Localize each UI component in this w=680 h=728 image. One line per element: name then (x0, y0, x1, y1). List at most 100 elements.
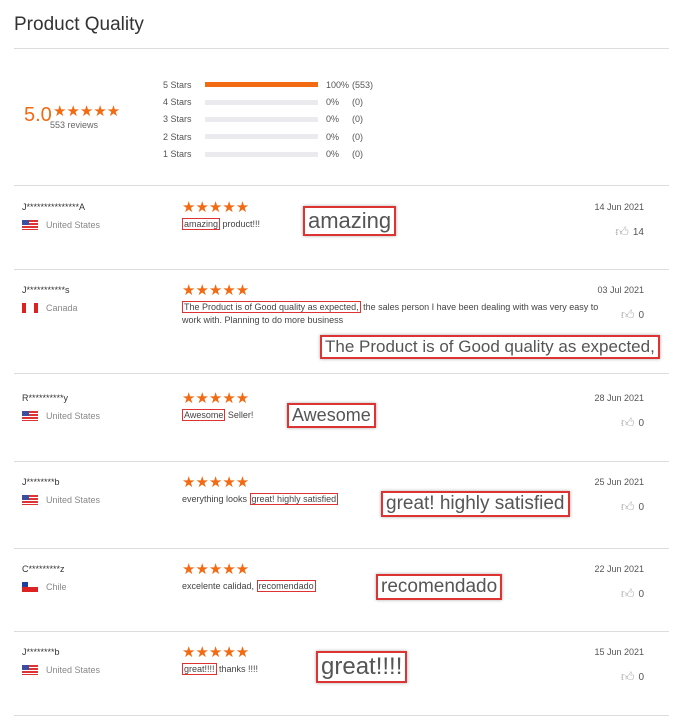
star-label: 1 Stars (163, 149, 192, 160)
flag-icon (22, 582, 38, 592)
review-date: 14 Jun 2021 (594, 202, 644, 212)
distribution-bar (205, 82, 318, 88)
review-date: 28 Jun 2021 (594, 393, 644, 403)
country-name: United States (46, 495, 101, 505)
highlight-callout: great!!!! (316, 651, 408, 683)
count: (0) (352, 97, 363, 108)
review-text-rest: the sales person I have been dealing wit… (182, 302, 599, 325)
highlighted-phrase: great!!!! (182, 663, 217, 675)
thumbs-up-icon: 👍︎ (620, 669, 635, 684)
count: (0) (352, 149, 363, 160)
reviewer-name: J********b (22, 477, 60, 487)
like-button[interactable]: 👍︎ 14 (615, 224, 644, 240)
like-count: 0 (638, 417, 644, 429)
highlighted-phrase: amazing (182, 218, 221, 230)
like-button[interactable]: 👍︎ 0 (621, 669, 644, 685)
like-button[interactable]: 👍︎ 0 (621, 499, 644, 515)
country-name: United States (46, 411, 101, 421)
highlight-callout: Awesome (287, 403, 376, 428)
divider (14, 548, 669, 549)
reviewer-name: J********b (22, 647, 60, 657)
star-rating-icon: ★★★★★ (182, 561, 250, 578)
star-rating-icon: ★★★★★ (182, 644, 250, 661)
distribution-bar (205, 99, 318, 105)
flag-icon (22, 303, 38, 313)
reviewer-name: J***************A (22, 202, 86, 212)
divider (14, 373, 669, 374)
percent: 0% (326, 149, 340, 160)
reviewer-country: United States (22, 495, 100, 505)
distribution-bar-fill (205, 82, 318, 88)
review-text: amazing product!!! (182, 218, 602, 231)
reviewer-name: J***********s (22, 285, 70, 295)
star-rating-icon: ★★★★★ (182, 199, 250, 216)
star-rating-icon: ★★★★★ (53, 103, 121, 120)
like-count: 14 (632, 226, 644, 238)
reviewer-name: R**********y (22, 393, 69, 403)
review-text: The Product is of Good quality as expect… (182, 301, 602, 327)
distribution-bar (205, 134, 318, 140)
star-label: 5 Stars (163, 79, 192, 90)
distribution-row[interactable]: 5 Stars 100% (553) (163, 76, 373, 93)
thumbs-up-icon: 👍︎ (620, 415, 635, 430)
highlight-callout: great! highly satisfied (381, 491, 570, 517)
star-rating-icon: ★★★★★ (182, 474, 250, 491)
like-button[interactable]: 👍︎ 0 (621, 415, 644, 431)
thumbs-up-icon: 👍︎ (615, 224, 629, 239)
star-rating-icon: ★★★★★ (182, 282, 250, 299)
flag-icon (22, 220, 38, 230)
page-title: Product Quality (14, 14, 144, 35)
distribution-bar (205, 151, 318, 157)
count: (553) (352, 79, 374, 90)
reviewer-country: Chile (22, 582, 67, 592)
review-text-prefix: excelente calidad, (182, 581, 257, 591)
country-name: Chile (46, 582, 67, 592)
divider (14, 715, 669, 716)
reviewer-country: United States (22, 411, 100, 421)
reviewer-country: United States (22, 665, 100, 675)
like-count: 0 (638, 671, 644, 683)
review-text: excelente calidad, recomendado (182, 580, 602, 593)
review-date: 03 Jul 2021 (597, 285, 644, 295)
review-text: great!!!! thanks !!!! (182, 663, 602, 676)
distribution-row[interactable]: 4 Stars 0% (0) (163, 93, 373, 110)
review-text: Awesome Seller! (182, 409, 602, 422)
thumbs-up-icon: 👍︎ (620, 586, 635, 601)
country-name: United States (46, 665, 101, 675)
reviewer-country: United States (22, 220, 100, 230)
like-button[interactable]: 👍︎ 0 (621, 307, 644, 323)
country-name: Canada (46, 303, 78, 313)
review-item: J***********s Canada ★★★★★ The Product i… (0, 269, 680, 373)
distribution-row[interactable]: 3 Stars 0% (0) (163, 111, 373, 128)
highlight-callout: amazing (303, 206, 397, 236)
star-label: 4 Stars (163, 97, 192, 108)
star-label: 3 Stars (163, 114, 192, 125)
review-item: J********b United States ★★★★★ everythin… (0, 461, 680, 548)
country-name: United States (46, 220, 101, 230)
average-rating: 5.0 (24, 104, 52, 126)
thumbs-up-icon: 👍︎ (620, 307, 635, 322)
thumbs-up-icon: 👍︎ (620, 499, 635, 514)
highlighted-phrase: Awesome (182, 409, 226, 421)
like-button[interactable]: 👍︎ 0 (621, 586, 644, 602)
divider (14, 269, 669, 270)
count: (0) (352, 114, 363, 125)
divider (14, 461, 669, 462)
star-rating-icon: ★★★★★ (182, 390, 250, 407)
reviewer-name: C*********z (22, 564, 65, 574)
highlighted-phrase: great! highly satisfied (249, 493, 339, 505)
divider (14, 185, 669, 186)
count: (0) (352, 131, 363, 142)
divider (14, 631, 669, 632)
highlighted-phrase: The Product is of Good quality as expect… (182, 301, 361, 313)
review-item: R**********y United States ★★★★★ Awesome… (0, 377, 680, 461)
percent: 0% (326, 131, 340, 142)
distribution-row[interactable]: 1 Stars 0% (0) (163, 146, 373, 163)
distribution-row[interactable]: 2 Stars 0% (0) (163, 128, 373, 145)
rating-distribution: 5 Stars 100% (553) 4 Stars 0% (0) 3 Star… (163, 76, 373, 163)
percent: 0% (326, 97, 340, 108)
percent: 0% (326, 114, 340, 125)
review-text-prefix: everything looks (182, 494, 250, 504)
review-text: everything looks great! highly satisfied (182, 493, 602, 506)
like-count: 0 (638, 309, 644, 321)
